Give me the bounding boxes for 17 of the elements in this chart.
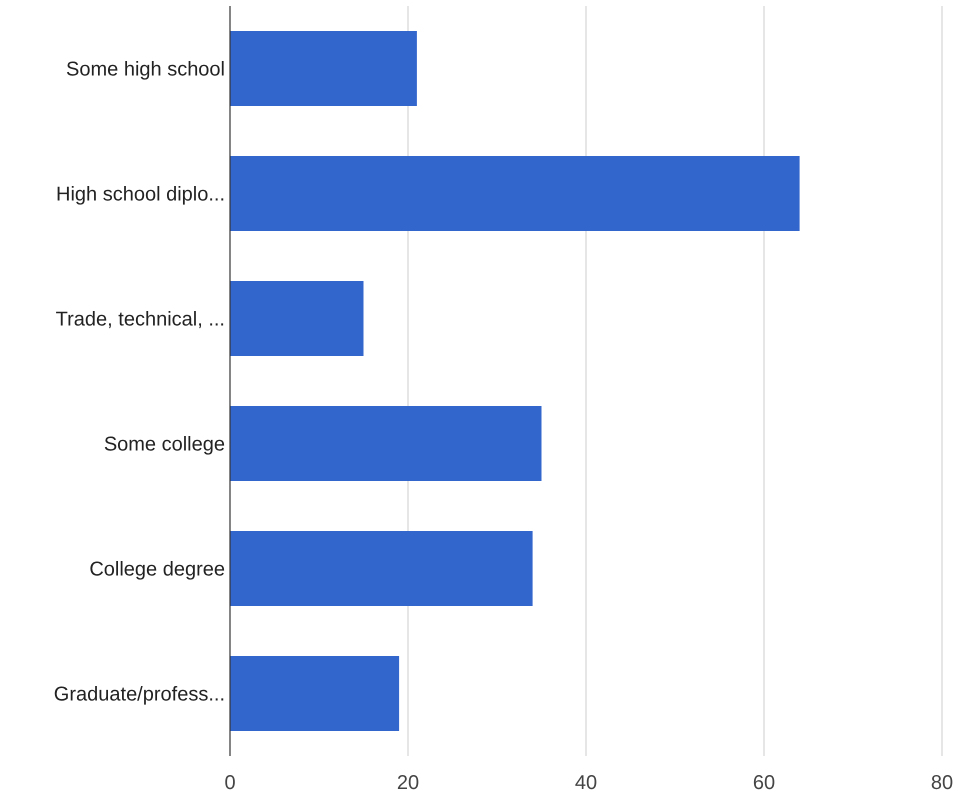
- y-tick-label: College degree: [89, 558, 225, 580]
- y-tick-label: Some high school: [66, 58, 225, 80]
- x-tick-label: 80: [930, 772, 954, 794]
- x-tick-label: 20: [396, 772, 420, 794]
- bar: [230, 656, 400, 731]
- bar: [230, 406, 542, 481]
- x-tick-label: 0: [224, 772, 236, 794]
- y-tick-label: Trade, technical, ...: [56, 308, 225, 330]
- bar: [230, 31, 417, 106]
- y-tick-label: Some college: [104, 434, 225, 456]
- bar: [230, 156, 800, 231]
- y-tick-label: High school diplo...: [56, 184, 225, 206]
- bar: [230, 281, 364, 356]
- x-tick-label: 60: [752, 772, 776, 794]
- bar: [230, 531, 533, 606]
- y-tick-label: Graduate/profess...: [54, 684, 225, 706]
- x-tick-label: 40: [574, 772, 598, 794]
